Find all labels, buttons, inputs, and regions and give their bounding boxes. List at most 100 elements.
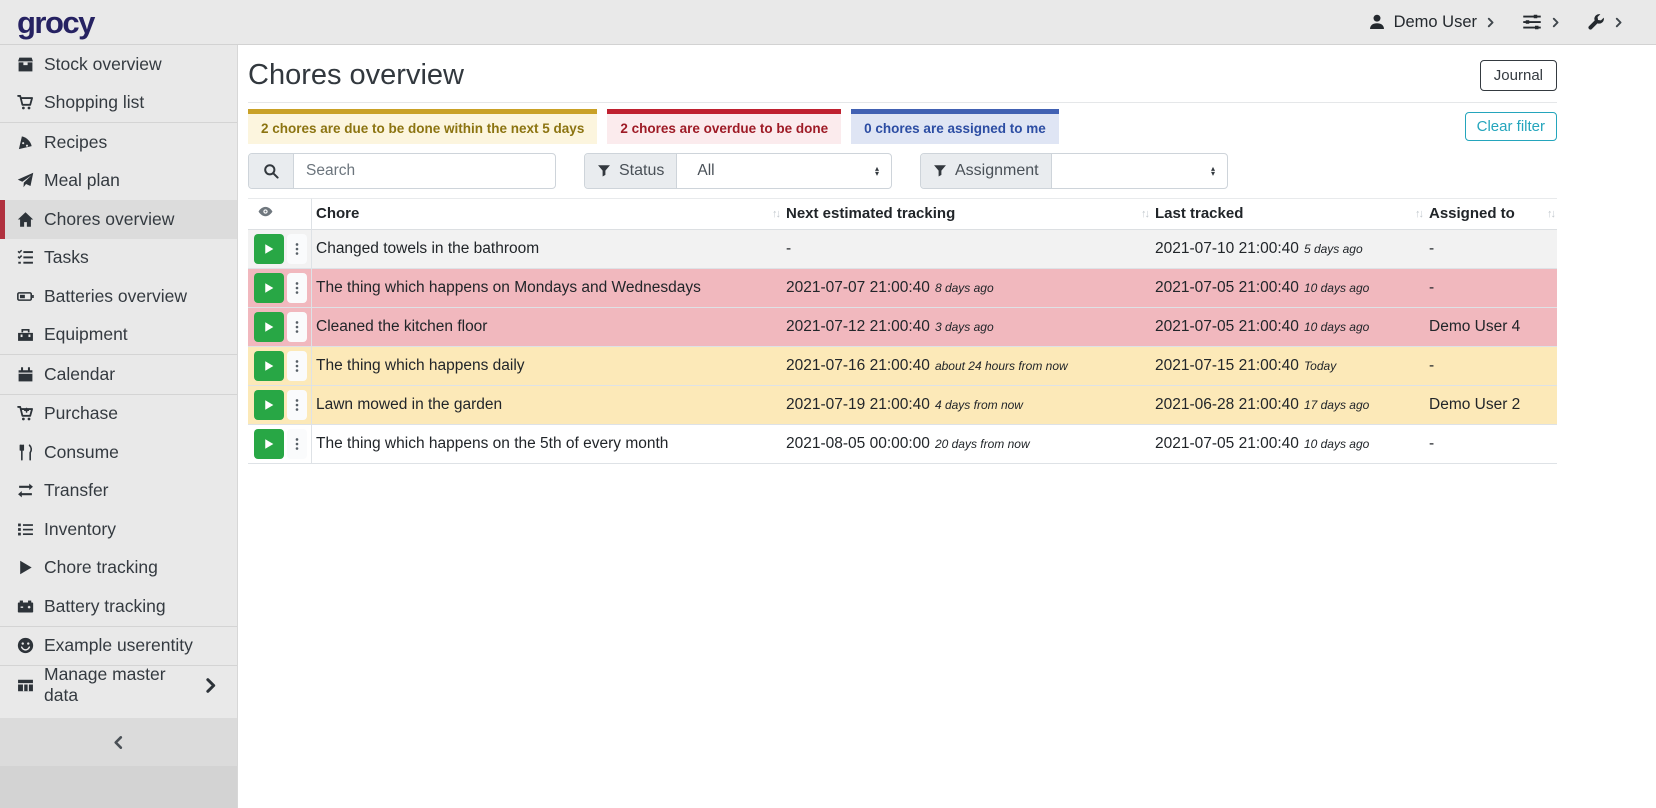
settings-menu[interactable] (1522, 12, 1561, 32)
chevron-right-icon (202, 677, 219, 694)
chevron-right-icon (1550, 17, 1561, 28)
sidebar-item-label: Example userentity (44, 635, 193, 656)
sidebar-item-calendar[interactable]: Calendar (0, 355, 237, 394)
chore-menu-button[interactable] (287, 234, 307, 264)
last-tracked-date-relative: 10 days ago (1303, 320, 1370, 334)
sidebar-item-label: Manage master data (44, 664, 166, 706)
chore-menu-button[interactable] (287, 390, 307, 420)
sliders-icon (1522, 12, 1542, 32)
column-label: Last tracked (1155, 205, 1244, 222)
sidebar-item-label: Batteries overview (44, 285, 187, 306)
utensils-icon (17, 444, 34, 461)
filter-icon (933, 164, 947, 178)
next-tracking-date: - (786, 240, 792, 257)
sidebar-item-battery-tracking[interactable]: Battery tracking (0, 587, 237, 626)
clear-filter-button[interactable]: Clear filter (1464, 112, 1557, 141)
smiley-icon (17, 637, 34, 654)
assignment-addon: Assignment (921, 154, 1052, 188)
journal-button[interactable]: Journal (1479, 60, 1557, 91)
chore-menu-button[interactable] (287, 429, 307, 459)
grocy-logo[interactable]: grocy (17, 4, 95, 40)
sidebar-item-purchase[interactable]: Purchase (0, 395, 237, 434)
sidebar-item-manage-master-data[interactable]: Manage master data (0, 664, 237, 706)
sidebar-divider (0, 665, 237, 666)
sidebar-item-inventory[interactable]: Inventory (0, 510, 237, 549)
sidebar-item-label: Shopping list (44, 92, 145, 113)
next-tracking-date: 2021-07-16 21:00:40 (786, 357, 930, 374)
column-header-assigned-to[interactable]: Assigned to ↑↓ (1425, 198, 1557, 230)
assignment-select[interactable]: ▴ ▾ (1052, 154, 1227, 188)
page-title: Chores overview (248, 59, 464, 91)
sidebar-item-tasks[interactable]: Tasks (0, 239, 237, 278)
banner-danger[interactable]: 2 chores are overdue to be done (607, 109, 842, 144)
assigned-user: - (1429, 435, 1435, 452)
pizza-icon (17, 134, 34, 151)
track-chore-button[interactable] (254, 273, 284, 303)
sidebar-item-recipes[interactable]: Recipes (0, 123, 237, 162)
chore-name: Cleaned the kitchen floor (316, 318, 488, 335)
sidebar-item-label: Meal plan (44, 170, 120, 191)
sidebar: Stock overview Shopping list Recipes Meal p… (0, 45, 238, 808)
sidebar-item-shopping-list[interactable]: Shopping list (0, 84, 237, 123)
track-chore-button[interactable] (254, 312, 284, 342)
ellipsis-v-icon (290, 281, 304, 295)
last-tracked-date-relative: 10 days ago (1303, 437, 1370, 451)
sidebar-item-label: Stock overview (44, 53, 162, 74)
status-select[interactable]: All ▴ ▾ (677, 154, 891, 188)
column-header-last-tracked[interactable]: Last tracked ↑↓ (1151, 198, 1425, 230)
chore-menu-button[interactable] (287, 273, 307, 303)
sidebar-divider (0, 625, 237, 627)
sidebar-item-chore-tracking[interactable]: Chore tracking (0, 549, 237, 588)
status-filter-label: Status (619, 162, 665, 179)
sidebar-item-consume[interactable]: Consume (0, 433, 237, 472)
assigned-user: - (1429, 279, 1435, 296)
header-divider (248, 102, 1557, 103)
last-tracked-date: 2021-07-10 21:00:40 (1155, 240, 1299, 257)
boxes-icon (17, 56, 34, 73)
column-label: Chore (316, 205, 360, 222)
track-chore-button[interactable] (254, 390, 284, 420)
track-chore-button[interactable] (254, 351, 284, 381)
sidebar-item-stock-overview[interactable]: Stock overview (0, 45, 237, 84)
play-icon (263, 282, 275, 294)
select-arrows-icon: ▴ ▾ (1210, 164, 1215, 178)
sidebar-item-chores-overview[interactable]: Chores overview (0, 200, 237, 239)
car-battery-icon (17, 598, 34, 615)
play-icon (263, 399, 275, 411)
sidebar-item-batteries-overview[interactable]: Batteries overview (0, 277, 237, 316)
chore-name: Changed towels in the bathroom (316, 240, 540, 257)
last-tracked-date: 2021-07-05 21:00:40 (1155, 279, 1299, 296)
sidebar-item-label: Equipment (44, 324, 128, 345)
column-header-chore[interactable]: Chore ↑↓ (312, 198, 782, 230)
column-header-next-estimated-tracking[interactable]: Next estimated tracking ↑↓ (782, 198, 1151, 230)
sidebar-divider (0, 354, 237, 355)
sidebar-item-meal-plan[interactable]: Meal plan (0, 162, 237, 201)
chevron-right-icon (1613, 17, 1624, 28)
chore-name: The thing which happens daily (316, 357, 525, 374)
track-chore-button[interactable] (254, 429, 284, 459)
sidebar-collapse-button[interactable] (0, 718, 237, 766)
search-input[interactable] (294, 154, 555, 188)
track-chore-button[interactable] (254, 234, 284, 264)
play-icon (263, 438, 275, 450)
sidebar-item-label: Recipes (44, 131, 108, 152)
battery-icon (17, 288, 34, 305)
chore-menu-button[interactable] (287, 312, 307, 342)
next-tracking-date: 2021-07-07 21:00:40 (786, 279, 930, 296)
sidebar-item-transfer[interactable]: Transfer (0, 472, 237, 511)
column-label: Assigned to (1429, 205, 1515, 222)
sidebar-item-example-userentity[interactable]: Example userentity (0, 627, 237, 666)
assigned-user: Demo User 4 (1429, 318, 1521, 335)
last-tracked-date: 2021-07-05 21:00:40 (1155, 318, 1299, 335)
user-menu[interactable]: Demo User (1368, 13, 1496, 32)
banner-warning[interactable]: 2 chores are due to be done within the n… (248, 109, 598, 144)
admin-menu[interactable] (1587, 13, 1624, 31)
ellipsis-v-icon (290, 437, 304, 451)
toolbox-icon (17, 326, 34, 343)
banner-info[interactable]: 0 chores are assigned to me (851, 109, 1059, 144)
sidebar-item-equipment[interactable]: Equipment (0, 316, 237, 355)
cart-icon (17, 94, 34, 111)
search-addon (249, 154, 294, 188)
chore-menu-button[interactable] (287, 351, 307, 381)
